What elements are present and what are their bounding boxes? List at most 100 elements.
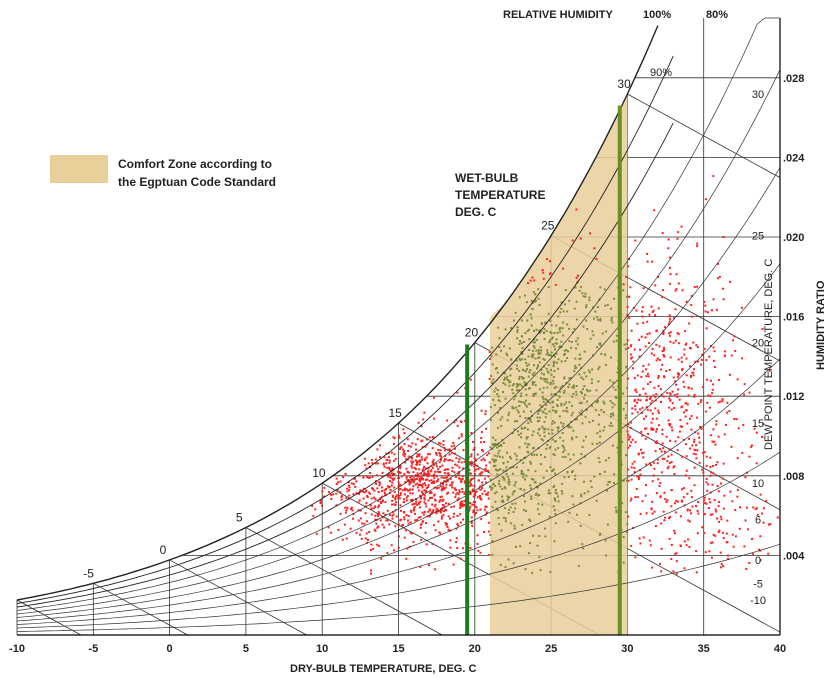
scatter-point	[622, 289, 625, 292]
scatter-point	[515, 385, 518, 388]
scatter-point	[668, 537, 671, 540]
scatter-point	[578, 289, 581, 292]
scatter-point	[395, 495, 398, 498]
scatter-point	[432, 510, 435, 513]
scatter-point	[445, 480, 448, 483]
scatter-point	[440, 515, 443, 518]
scatter-point	[726, 558, 729, 561]
scatter-point	[576, 337, 579, 340]
scatter-point	[548, 260, 551, 263]
scatter-point	[578, 401, 581, 404]
scatter-point	[688, 520, 691, 523]
scatter-point	[391, 517, 394, 520]
scatter-point	[629, 444, 632, 447]
scatter-point	[327, 526, 330, 529]
scatter-point	[747, 528, 750, 531]
scatter-point	[523, 500, 526, 503]
scatter-point	[548, 447, 551, 450]
scatter-point	[483, 469, 486, 472]
scatter-point	[523, 294, 526, 297]
scatter-point	[603, 288, 606, 291]
scatter-point	[518, 383, 521, 386]
scatter-point	[599, 286, 602, 289]
scatter-point	[447, 474, 450, 477]
scatter-point	[553, 421, 556, 424]
scatter-point	[504, 520, 507, 523]
scatter-point	[516, 389, 519, 392]
x-tick-label: 0	[167, 643, 173, 655]
scatter-point	[690, 496, 693, 499]
scatter-point	[604, 363, 607, 366]
scatter-point	[392, 473, 395, 476]
scatter-point	[438, 461, 441, 464]
scatter-point	[596, 442, 599, 445]
scatter-point	[519, 359, 522, 362]
scatter-point	[401, 523, 404, 526]
scatter-point	[612, 340, 615, 343]
scatter-point	[545, 329, 548, 332]
scatter-point	[520, 436, 523, 439]
scatter-point	[670, 505, 673, 508]
scatter-point	[723, 433, 726, 436]
scatter-point	[398, 535, 401, 538]
scatter-point	[578, 353, 581, 356]
scatter-point	[392, 513, 395, 516]
scatter-point	[528, 371, 531, 374]
scatter-point	[717, 401, 720, 404]
scatter-point	[615, 339, 618, 342]
scatter-point	[713, 350, 716, 353]
scatter-point	[606, 303, 609, 306]
scatter-point	[622, 536, 625, 539]
scatter-point	[460, 480, 463, 483]
scatter-point	[596, 346, 599, 349]
scatter-point	[627, 433, 630, 436]
scatter-point	[470, 455, 473, 458]
scatter-point	[689, 375, 692, 378]
scatter-point	[432, 508, 435, 511]
scatter-point	[704, 304, 707, 307]
scatter-point	[633, 398, 636, 401]
scatter-point	[480, 431, 483, 434]
scatter-point	[716, 485, 719, 488]
scatter-point	[476, 509, 479, 512]
scatter-point	[396, 470, 399, 473]
scatter-point	[729, 280, 732, 283]
scatter-point	[579, 524, 582, 527]
scatter-point	[459, 502, 462, 505]
scatter-point	[414, 483, 417, 486]
scatter-point	[460, 502, 463, 505]
scatter-point	[661, 296, 664, 299]
scatter-point	[469, 505, 472, 508]
scatter-point	[531, 353, 534, 356]
scatter-point	[470, 460, 473, 463]
scatter-point	[564, 455, 567, 458]
scatter-point	[709, 466, 712, 469]
scatter-point	[391, 499, 394, 502]
scatter-point	[378, 504, 381, 507]
scatter-point	[644, 494, 647, 497]
scatter-point	[719, 482, 722, 485]
scatter-point	[712, 298, 715, 301]
scatter-point	[494, 367, 497, 370]
scatter-point	[662, 510, 665, 513]
scatter-point	[503, 372, 506, 375]
scatter-point	[610, 413, 613, 416]
scatter-point	[514, 420, 517, 423]
scatter-point	[397, 523, 400, 526]
scatter-point	[462, 449, 465, 452]
scatter-point	[494, 458, 497, 461]
scatter-point	[626, 386, 629, 389]
scatter-point	[599, 342, 602, 345]
scatter-point	[432, 458, 435, 461]
scatter-point	[431, 460, 434, 463]
scatter-point	[388, 461, 391, 464]
scatter-point	[512, 407, 515, 410]
scatter-point	[433, 417, 436, 420]
scatter-point	[596, 316, 599, 319]
scatter-point	[718, 378, 721, 381]
scatter-point	[570, 426, 573, 429]
scatter-point	[719, 400, 722, 403]
scatter-point	[668, 517, 671, 520]
scatter-point	[457, 460, 460, 463]
scatter-point	[743, 383, 746, 386]
